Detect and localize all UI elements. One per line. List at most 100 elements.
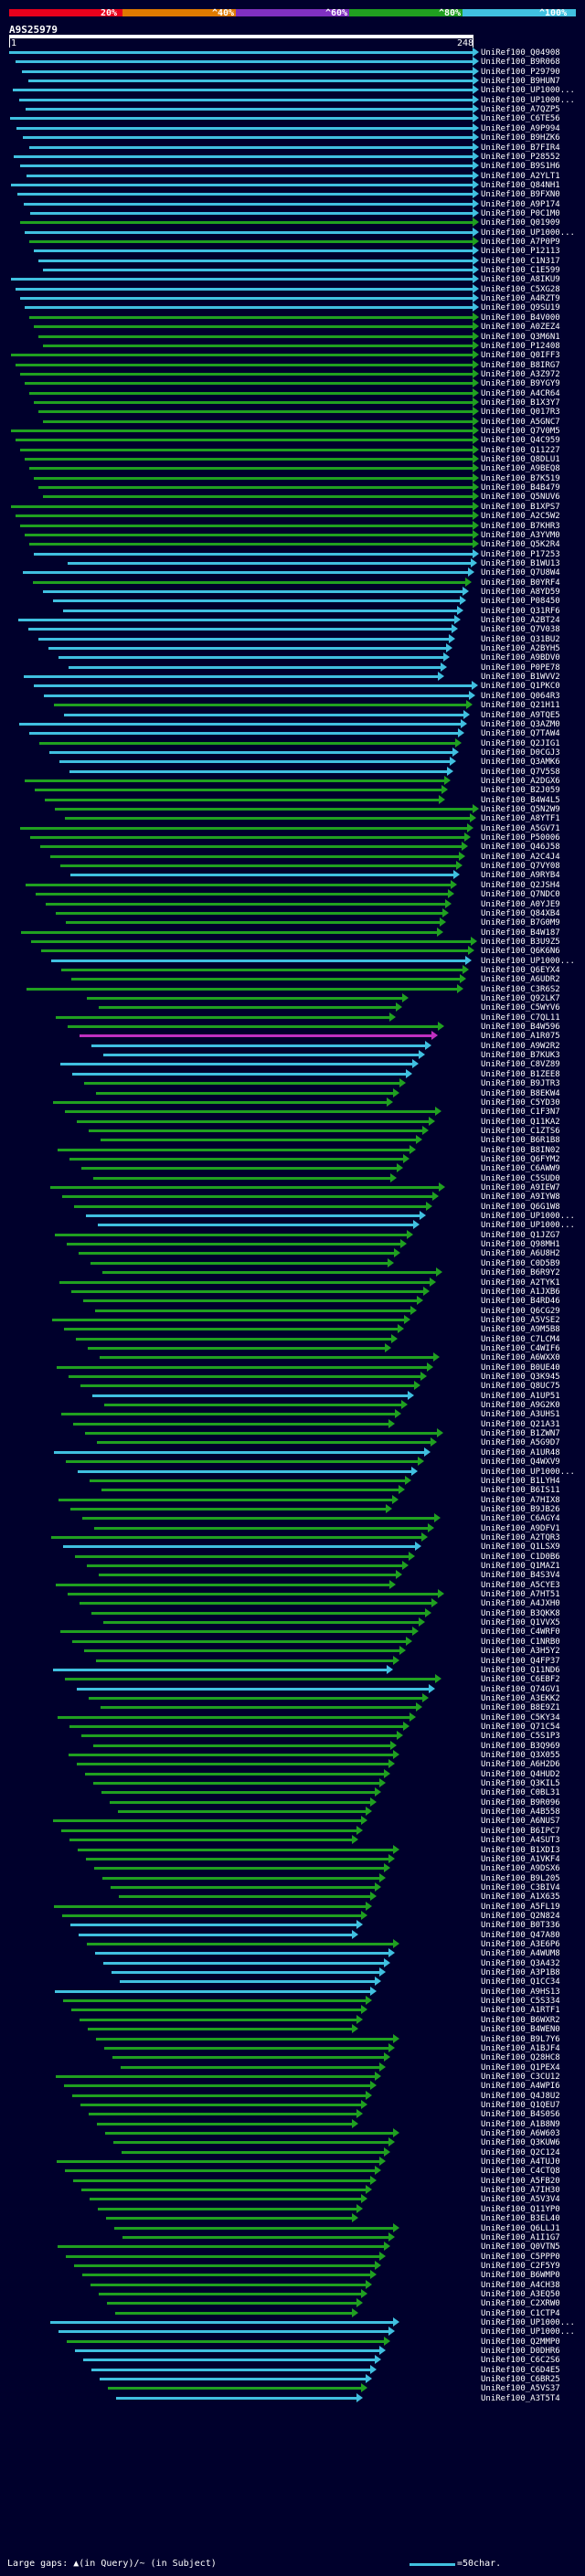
hit-label[interactable]: UniRef100_C5S1P3 xyxy=(481,1732,560,1741)
hit-label[interactable]: UniRef100_UP1000... xyxy=(481,1221,575,1230)
hit-bar[interactable] xyxy=(120,1980,375,1983)
hit-label[interactable]: UniRef100_A4TUJ0 xyxy=(481,2157,560,2167)
hit-bar[interactable] xyxy=(65,817,470,820)
hit-label[interactable]: UniRef100_B9FXN0 xyxy=(481,190,560,199)
hit-label[interactable]: UniRef100_UP1000... xyxy=(481,86,575,95)
hit-bar[interactable] xyxy=(103,1962,384,1965)
hit-bar[interactable] xyxy=(59,1281,430,1284)
hit-label[interactable]: UniRef100_A9DSX6 xyxy=(481,1864,560,1873)
hit-bar[interactable] xyxy=(95,1309,410,1312)
hit-label[interactable]: UniRef100_P29790 xyxy=(481,68,560,77)
hit-bar[interactable] xyxy=(73,2179,370,2182)
hit-bar[interactable] xyxy=(71,1290,423,1293)
hit-bar[interactable] xyxy=(118,1810,366,1813)
hit-label[interactable]: UniRef100_P08450 xyxy=(481,597,560,606)
hit-label[interactable]: UniRef100_C6AGY4 xyxy=(481,1514,560,1523)
hit-label[interactable]: UniRef100_C4CTQ8 xyxy=(481,2167,560,2176)
hit-bar[interactable] xyxy=(85,1773,384,1776)
hit-label[interactable]: UniRef100_B4W596 xyxy=(481,1023,560,1032)
hit-bar[interactable] xyxy=(90,2198,361,2200)
hit-bar[interactable] xyxy=(45,799,439,801)
hit-bar[interactable] xyxy=(112,2056,384,2059)
hit-bar[interactable] xyxy=(80,1602,431,1605)
hit-label[interactable]: UniRef100_C1NRB0 xyxy=(481,1638,560,1647)
hit-bar[interactable] xyxy=(62,1914,361,1917)
hit-label[interactable]: UniRef100_Q9SU19 xyxy=(481,303,560,313)
hit-label[interactable]: UniRef100_Q11ND6 xyxy=(481,1666,560,1675)
hit-label[interactable]: UniRef100_Q017R3 xyxy=(481,408,560,417)
hit-label[interactable]: UniRef100_Q3X055 xyxy=(481,1751,560,1760)
hit-bar[interactable] xyxy=(114,2227,393,2230)
hit-label[interactable]: UniRef100_C1F3N7 xyxy=(481,1108,560,1117)
hit-label[interactable]: UniRef100_Q71C54 xyxy=(481,1723,560,1732)
hit-bar[interactable] xyxy=(38,260,473,262)
hit-label[interactable]: UniRef100_A5V3V4 xyxy=(481,2195,560,2204)
hit-bar[interactable] xyxy=(38,335,473,338)
hit-bar[interactable] xyxy=(103,1054,419,1056)
hit-bar[interactable] xyxy=(55,808,473,811)
hit-bar[interactable] xyxy=(23,136,473,139)
hit-bar[interactable] xyxy=(29,146,473,149)
hit-bar[interactable] xyxy=(69,666,441,669)
hit-label[interactable]: UniRef100_Q3AMK6 xyxy=(481,758,560,767)
hit-label[interactable]: UniRef100_C5S334 xyxy=(481,1997,560,2006)
hit-bar[interactable] xyxy=(69,1839,352,1841)
hit-label[interactable]: UniRef100_A4CR64 xyxy=(481,389,560,398)
hit-label[interactable]: UniRef100_A7HIX8 xyxy=(481,1496,560,1505)
hit-label[interactable]: UniRef100_B1ZWN7 xyxy=(481,1429,560,1438)
hit-bar[interactable] xyxy=(25,779,444,782)
hit-bar[interactable] xyxy=(64,2084,370,2087)
hit-bar[interactable] xyxy=(16,127,473,130)
hit-label[interactable]: UniRef100_Q7V5S8 xyxy=(481,768,560,777)
hit-label[interactable]: UniRef100_UP1000... xyxy=(481,96,575,105)
hit-label[interactable]: UniRef100_A5VSE2 xyxy=(481,1316,560,1325)
hit-label[interactable]: UniRef100_B1WU13 xyxy=(481,559,560,568)
hit-bar[interactable] xyxy=(20,221,473,224)
hit-label[interactable]: UniRef100_C6AWW9 xyxy=(481,1164,560,1173)
hit-label[interactable]: UniRef100_B6R1B8 xyxy=(481,1136,560,1145)
hit-bar[interactable] xyxy=(49,751,452,754)
hit-label[interactable]: UniRef100_C3R6S2 xyxy=(481,985,560,994)
hit-label[interactable]: UniRef100_B7KUK3 xyxy=(481,1051,560,1060)
hit-label[interactable]: UniRef100_Q3KIL5 xyxy=(481,1779,560,1788)
hit-bar[interactable] xyxy=(93,1782,379,1785)
hit-bar[interactable] xyxy=(65,2169,375,2172)
hit-bar[interactable] xyxy=(66,921,440,924)
hit-bar[interactable] xyxy=(104,1404,401,1406)
hit-bar[interactable] xyxy=(29,732,458,735)
hit-bar[interactable] xyxy=(93,1177,390,1180)
hit-label[interactable]: UniRef100_A7IH30 xyxy=(481,2186,560,2195)
hit-label[interactable]: UniRef100_B9S1H6 xyxy=(481,162,560,171)
hit-label[interactable]: UniRef100_A2BT24 xyxy=(481,616,560,625)
hit-bar[interactable] xyxy=(57,1366,427,1369)
hit-bar[interactable] xyxy=(104,2047,388,2050)
hit-bar[interactable] xyxy=(91,1612,425,1615)
hit-label[interactable]: UniRef100_Q0IFF3 xyxy=(481,351,560,360)
hit-bar[interactable] xyxy=(81,1167,397,1170)
hit-bar[interactable] xyxy=(94,1867,384,1870)
hit-bar[interactable] xyxy=(80,2104,361,2106)
hit-label[interactable]: UniRef100_A2TQR3 xyxy=(481,1533,560,1542)
hit-bar[interactable] xyxy=(20,827,467,830)
hit-bar[interactable] xyxy=(90,1262,388,1265)
hit-label[interactable]: UniRef100_B0T336 xyxy=(481,1921,560,1930)
hit-bar[interactable] xyxy=(101,1706,416,1709)
hit-label[interactable]: UniRef100_A6H2D6 xyxy=(481,1760,560,1769)
hit-label[interactable]: UniRef100_A7HT51 xyxy=(481,1590,560,1599)
hit-bar[interactable] xyxy=(19,723,461,726)
hit-bar[interactable] xyxy=(16,60,473,63)
hit-label[interactable]: UniRef100_B7KHR3 xyxy=(481,522,560,531)
hit-bar[interactable] xyxy=(62,1195,432,1198)
hit-label[interactable]: UniRef100_A3E6P6 xyxy=(481,1940,560,1949)
hit-label[interactable]: UniRef100_A4WPI6 xyxy=(481,2082,560,2091)
hit-bar[interactable] xyxy=(77,1120,429,1123)
hit-bar[interactable] xyxy=(35,789,441,791)
hit-bar[interactable] xyxy=(36,893,448,896)
hit-label[interactable]: UniRef100_P12113 xyxy=(481,247,560,256)
hit-label[interactable]: UniRef100_Q84XB4 xyxy=(481,909,560,918)
hit-bar[interactable] xyxy=(56,2075,375,2078)
hit-bar[interactable] xyxy=(90,1479,405,1482)
hit-bar[interactable] xyxy=(28,628,452,631)
hit-bar[interactable] xyxy=(119,1895,370,1898)
hit-label[interactable]: UniRef100_Q7U8W4 xyxy=(481,568,560,578)
